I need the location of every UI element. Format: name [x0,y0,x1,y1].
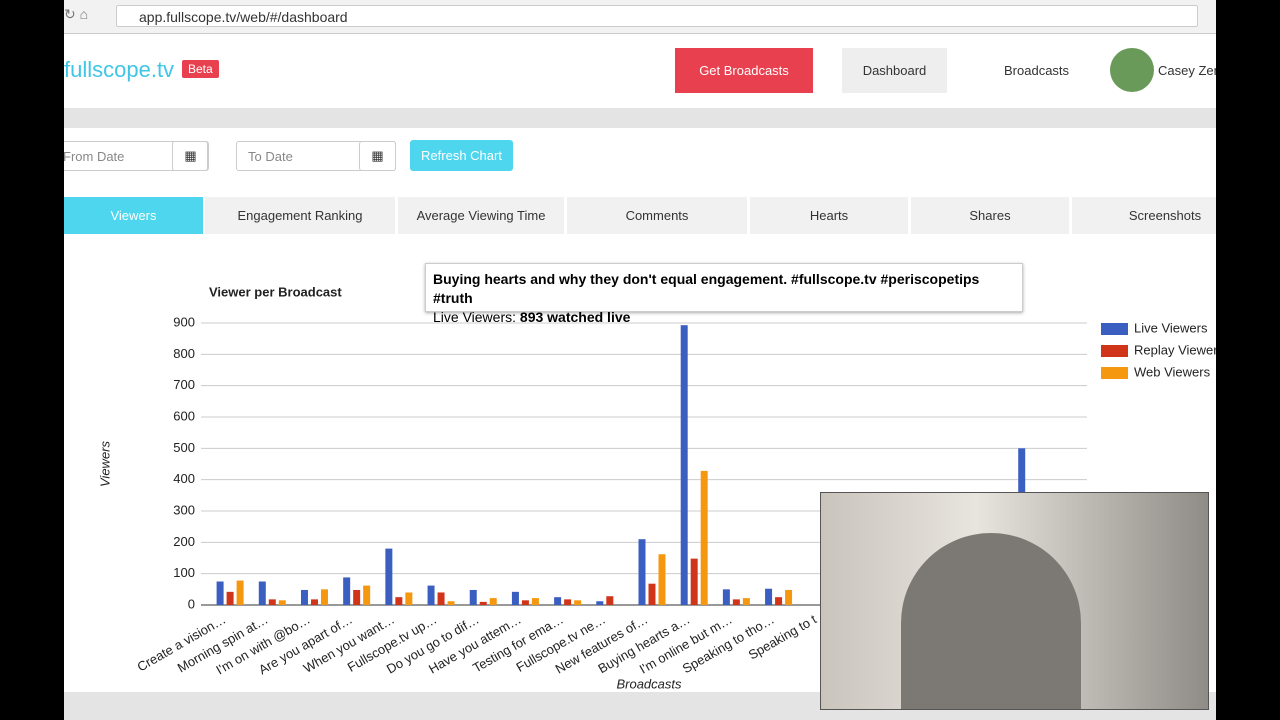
bar [700,470,708,605]
bar [363,585,371,605]
calendar-button[interactable]: ▦ [172,141,209,171]
browser-bar: ↻ ⌂ app.fullscope.tv/web/#/dashboard [64,0,1216,34]
bar [531,598,539,605]
y-tick-label: 100 [173,565,195,580]
user-name[interactable]: Casey Zem [1158,63,1216,78]
url-bar[interactable]: app.fullscope.tv/web/#/dashboard [116,5,1198,27]
logo[interactable]: fullscope.tv [64,57,175,82]
tab[interactable]: Average Viewing Time [398,197,564,234]
bar [268,599,276,605]
bar [775,597,783,605]
bar [638,539,646,605]
y-tick-label: 600 [173,408,195,423]
bar [353,589,361,605]
nav-button[interactable]: Get Broadcasts [675,48,813,93]
legend-label: Live Viewers [1134,320,1208,335]
bar [680,325,688,605]
page: ↻ ⌂ app.fullscope.tv/web/#/dashboard ful… [64,0,1216,720]
bar [732,599,740,605]
legend-swatch [1101,345,1128,357]
tooltip-row: Live Viewers: 893 watched live [433,308,1015,327]
bar [690,558,698,605]
y-axis-title: Viewers [97,441,112,488]
bar [437,592,445,605]
bar [554,597,562,605]
bar [236,580,244,605]
y-tick-label: 800 [173,346,195,361]
tab[interactable]: Hearts [750,197,908,234]
x-axis-title: Broadcasts [616,676,682,691]
y-tick-label: 200 [173,534,195,549]
legend-swatch [1101,367,1128,379]
tab[interactable]: Screenshots [1072,197,1216,234]
bar [395,597,403,605]
bar [278,600,286,605]
chart-title: Viewer per Broadcast [209,284,342,299]
legend-swatch [1101,323,1128,335]
y-tick-label: 900 [173,314,195,329]
tab[interactable]: Engagement Ranking [205,197,395,234]
bar [722,589,730,605]
bar [785,589,793,605]
y-tick-label: 500 [173,440,195,455]
y-tick-label: 300 [173,502,195,517]
bar [648,583,656,605]
y-tick-label: 400 [173,471,195,486]
bar [385,548,393,605]
nav-button[interactable]: Broadcasts [1004,63,1070,78]
bar [216,581,224,605]
bar [469,589,477,605]
webcam-overlay [820,492,1209,710]
nav-icons[interactable]: ↻ ⌂ [64,6,89,22]
webcam-person [901,533,1081,709]
bar [742,598,750,605]
tab[interactable]: Shares [911,197,1069,234]
tab[interactable]: Viewers [64,197,203,234]
bar [479,601,487,605]
bar [258,581,266,605]
legend-label: Replay Viewers [1134,342,1216,357]
y-tick-label: 700 [173,377,195,392]
avatar[interactable] [1110,48,1154,92]
bar [320,589,328,605]
bar [521,600,529,605]
bar [606,596,614,605]
bar [405,592,413,605]
y-tick-label: 0 [188,596,195,611]
tooltip: Buying hearts and why they don't equal e… [425,263,1023,325]
nav-button[interactable]: Dashboard [842,48,947,93]
bar [310,599,318,605]
badge: Beta [182,60,219,78]
tab[interactable]: Comments [567,197,747,234]
bar [574,600,582,605]
bar [511,591,519,605]
tooltip-label: Live Viewers: [433,309,517,325]
legend-label: Web Viewers [1134,364,1211,379]
divider [64,108,1216,128]
tooltip-title: Buying hearts and why they don't equal e… [433,271,980,306]
bar [765,588,773,605]
bar [447,601,455,605]
bar [596,601,604,605]
bar [427,585,435,605]
bar [300,589,308,605]
calendar-button[interactable]: ▦ [359,141,396,171]
bar [489,598,497,605]
chart: Viewer per Broadcast Viewers Broadcasts … [97,284,1216,691]
bar [658,554,666,605]
bar [564,599,572,605]
bar [226,591,234,605]
tooltip-value: 893 watched live [519,309,631,325]
from-date[interactable]: From Date [64,141,208,171]
refresh-button[interactable]: Refresh Chart [410,140,513,171]
bar [343,577,351,605]
